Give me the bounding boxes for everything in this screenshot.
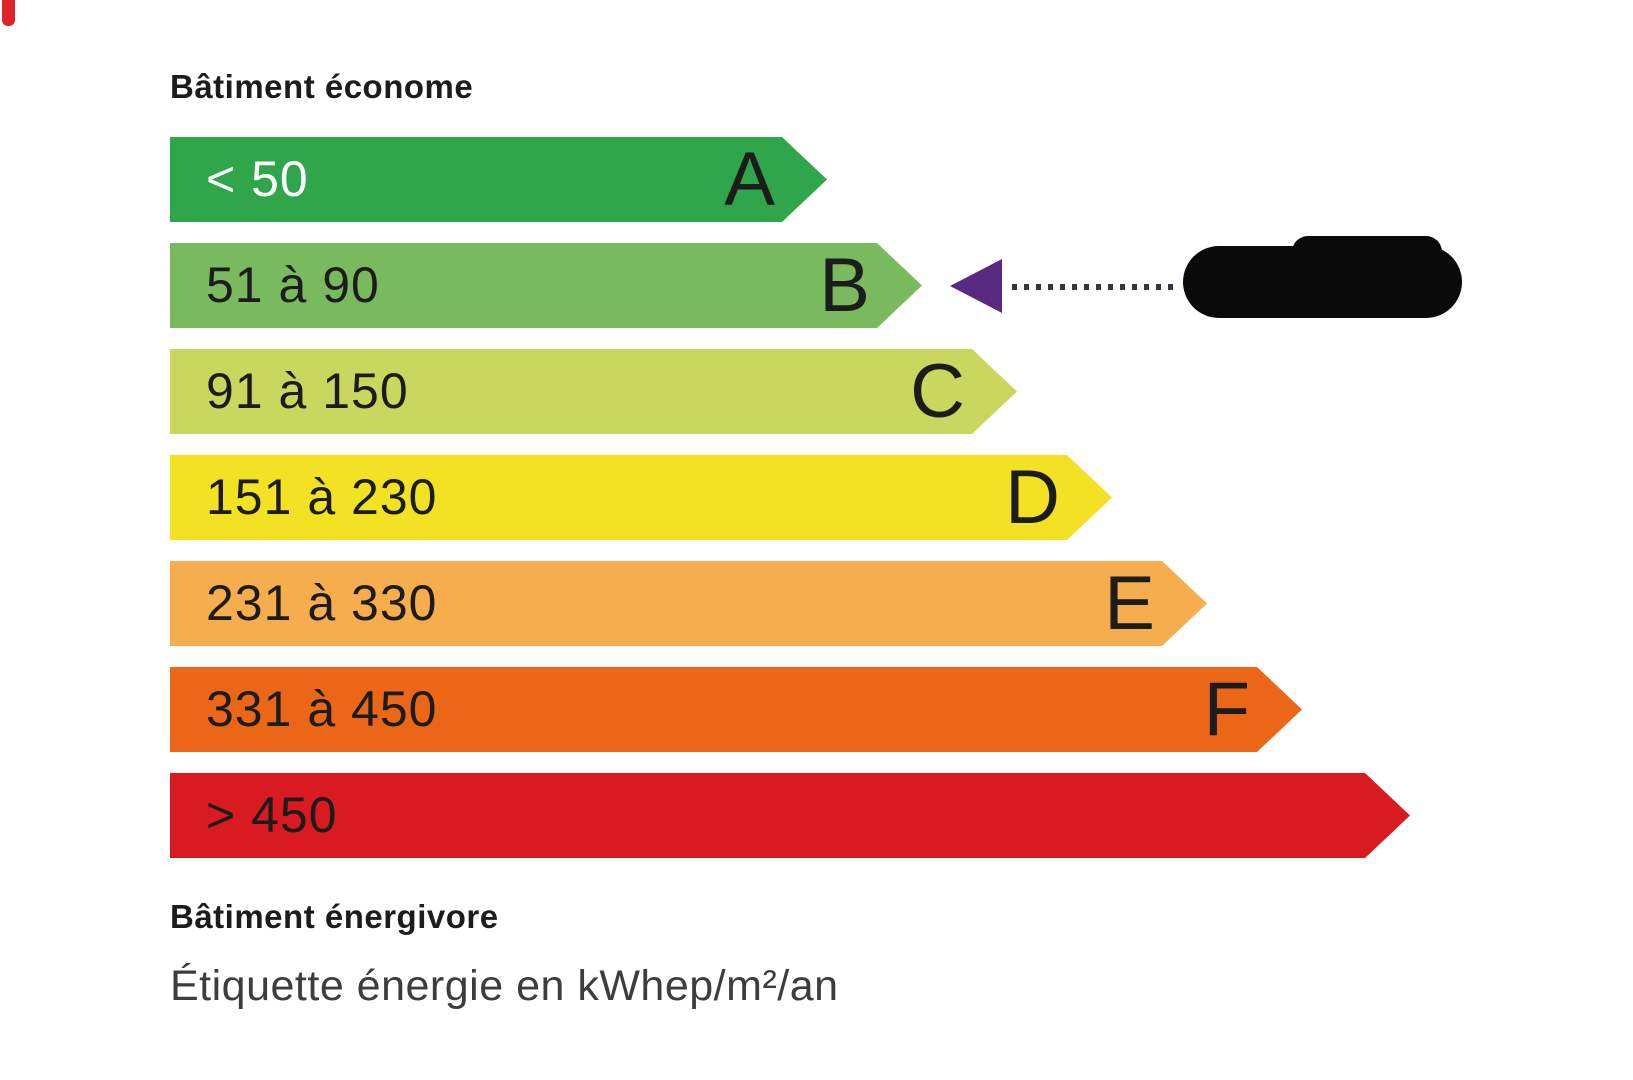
energy-range-label: < 50 [206, 151, 309, 207]
corner-red-artifact [2, 0, 15, 26]
energy-range-label: > 450 [206, 787, 338, 843]
chart-caption: Étiquette énergie en kWhep/m²/an [170, 962, 839, 1010]
energy-class-bar-d: 151 à 230 D [170, 455, 1112, 540]
energy-class-letter: F [1203, 667, 1250, 752]
energy-class-letter: E [1104, 561, 1155, 646]
energy-class-bar-a: < 50 A [170, 137, 827, 222]
energy-class-letter: B [819, 243, 870, 328]
energy-range-label: 151 à 230 [206, 469, 438, 525]
energy-range-label: 231 à 330 [206, 575, 438, 631]
energy-class-letter: D [1005, 455, 1060, 540]
current-class-arrow-icon [950, 259, 1002, 313]
energy-class-letter: C [910, 349, 965, 434]
energy-range-label: 331 à 450 [206, 681, 438, 737]
energy-class-bar-f: 331 à 450 F [170, 667, 1302, 752]
top-axis-label: Bâtiment économe [170, 68, 474, 105]
energy-class-letter: A [724, 137, 775, 222]
dotted-connector-line [1012, 284, 1180, 290]
redacted-value-box [1183, 236, 1462, 318]
energy-range-label: 51 à 90 [206, 257, 380, 313]
energy-class-bar-e: 231 à 330 E [170, 561, 1207, 646]
energy-class-bar-b: 51 à 90 B [170, 243, 922, 328]
bottom-axis-label: Bâtiment énergivore [170, 898, 499, 935]
energy-range-label: 91 à 150 [206, 363, 409, 419]
energy-class-bar-g: > 450 [170, 773, 1410, 858]
energy-class-bar-c: 91 à 150 C [170, 349, 1017, 434]
redacted-value-box-bump [1292, 236, 1442, 270]
